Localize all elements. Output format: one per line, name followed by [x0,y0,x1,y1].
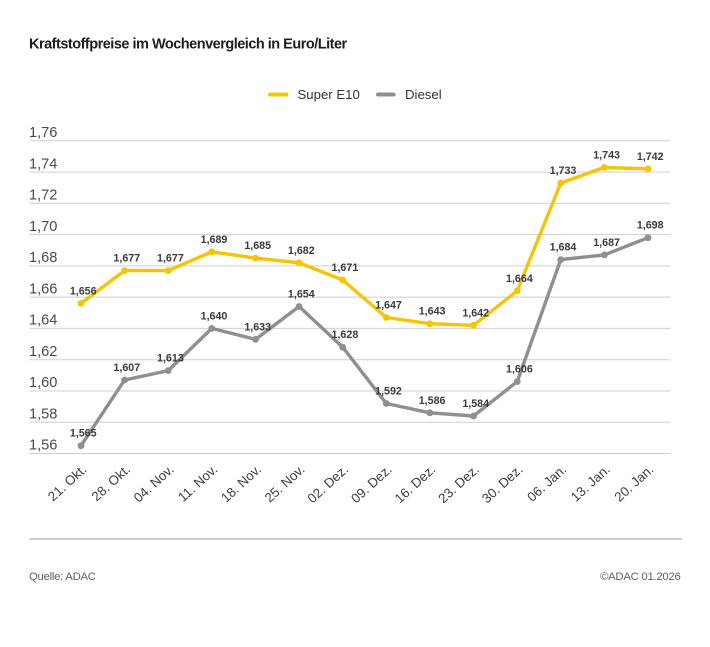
svg-text:1,733: 1,733 [550,165,577,177]
svg-text:1,685: 1,685 [244,240,271,252]
svg-text:©ADAC 01.2026: ©ADAC 01.2026 [600,571,680,583]
svg-text:1,743: 1,743 [593,149,620,161]
svg-text:1,684: 1,684 [550,242,577,254]
svg-text:1,640: 1,640 [201,310,228,322]
svg-text:Quelle: ADAC: Quelle: ADAC [29,571,96,583]
svg-text:1,742: 1,742 [637,151,664,163]
svg-text:Diesel: Diesel [405,87,442,102]
svg-text:1,628: 1,628 [332,329,359,341]
svg-text:1,76: 1,76 [29,125,57,141]
svg-text:1,70: 1,70 [29,219,57,235]
svg-text:1,66: 1,66 [29,281,57,297]
svg-text:1,647: 1,647 [375,300,402,312]
svg-text:1,698: 1,698 [637,220,664,232]
svg-text:1,586: 1,586 [419,395,446,407]
svg-text:1,654: 1,654 [288,289,315,301]
svg-text:1,643: 1,643 [419,306,446,318]
svg-text:1,607: 1,607 [113,362,140,374]
svg-text:1,656: 1,656 [70,285,97,297]
svg-text:Kraftstoffpreise im Wochenverg: Kraftstoffpreise im Wochenvergleich in E… [29,36,348,52]
svg-text:1,74: 1,74 [29,156,57,172]
svg-text:1,671: 1,671 [332,262,359,274]
svg-text:1,62: 1,62 [29,344,57,360]
svg-text:1,584: 1,584 [462,398,489,410]
svg-text:1,565: 1,565 [70,428,97,440]
svg-text:1,642: 1,642 [462,307,489,319]
svg-text:Super E10: Super E10 [298,87,360,102]
svg-text:1,58: 1,58 [29,406,57,422]
svg-text:1,64: 1,64 [29,313,57,329]
svg-text:1,72: 1,72 [29,188,57,204]
svg-text:1,682: 1,682 [288,245,315,257]
svg-text:1,592: 1,592 [375,386,402,398]
svg-text:1,689: 1,689 [201,234,228,246]
svg-text:1,613: 1,613 [157,353,184,365]
svg-text:1,687: 1,687 [593,237,620,249]
svg-text:1,633: 1,633 [244,321,271,333]
svg-text:1,677: 1,677 [157,253,184,265]
svg-text:1,606: 1,606 [506,364,533,376]
svg-text:1,664: 1,664 [506,273,533,285]
svg-text:1,56: 1,56 [29,438,57,454]
svg-text:1,68: 1,68 [29,250,57,266]
svg-text:1,60: 1,60 [29,375,57,391]
svg-text:1,677: 1,677 [113,253,140,265]
